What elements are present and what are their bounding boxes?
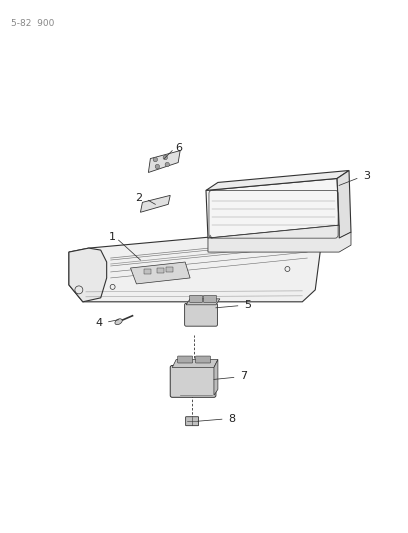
- Polygon shape: [208, 225, 351, 252]
- Circle shape: [163, 156, 167, 160]
- Text: 8: 8: [228, 414, 235, 424]
- Polygon shape: [186, 299, 220, 305]
- Polygon shape: [172, 360, 218, 367]
- Bar: [144, 269, 151, 274]
- Circle shape: [153, 157, 157, 161]
- Text: 5: 5: [244, 300, 251, 310]
- Text: 7: 7: [240, 372, 247, 382]
- FancyBboxPatch shape: [204, 295, 216, 302]
- FancyBboxPatch shape: [195, 356, 211, 363]
- FancyBboxPatch shape: [170, 366, 216, 397]
- Circle shape: [155, 164, 160, 169]
- Polygon shape: [140, 196, 170, 212]
- Text: 6: 6: [175, 143, 182, 152]
- Text: 2: 2: [135, 193, 142, 204]
- Polygon shape: [214, 360, 218, 395]
- Polygon shape: [69, 228, 321, 302]
- Polygon shape: [131, 262, 190, 284]
- Bar: [157, 268, 164, 273]
- Text: 5-82  900: 5-82 900: [11, 19, 55, 28]
- Text: 1: 1: [109, 232, 116, 242]
- Polygon shape: [149, 151, 180, 173]
- FancyBboxPatch shape: [186, 417, 199, 426]
- Ellipse shape: [115, 319, 122, 325]
- Polygon shape: [337, 171, 351, 238]
- FancyBboxPatch shape: [190, 295, 202, 302]
- Polygon shape: [206, 179, 339, 238]
- Polygon shape: [69, 248, 106, 302]
- Text: 3: 3: [363, 172, 370, 181]
- Bar: [166, 267, 173, 272]
- FancyBboxPatch shape: [185, 303, 217, 326]
- Polygon shape: [206, 171, 349, 190]
- Text: 4: 4: [95, 318, 103, 328]
- FancyBboxPatch shape: [177, 356, 193, 363]
- Circle shape: [165, 163, 169, 167]
